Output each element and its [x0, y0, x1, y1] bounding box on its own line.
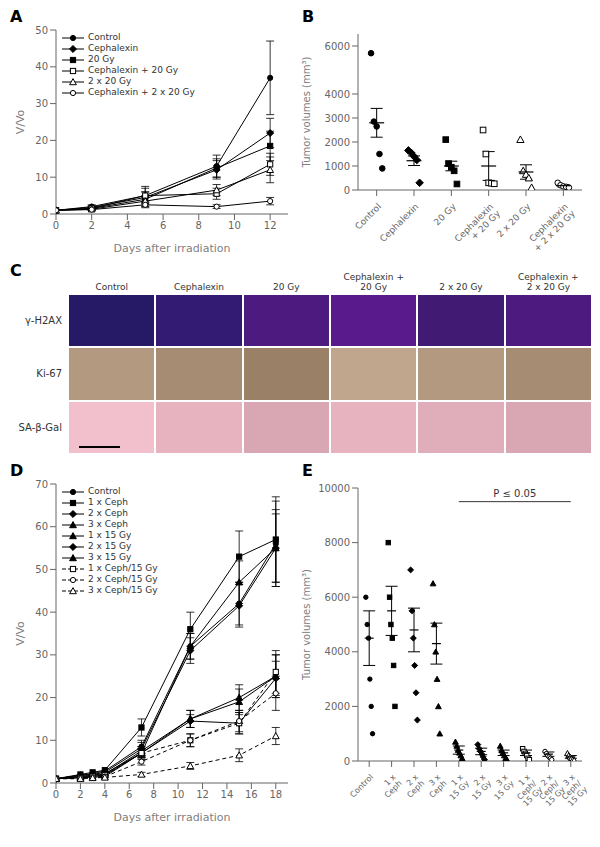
svg-text:Tumor volumes (mm³): Tumor volumes (mm³): [301, 569, 312, 681]
html-text:20 Gy: 20 Gy: [88, 54, 115, 64]
svg-text:3 xCeph/15 Gy: 3 xCeph/15 Gy: [554, 772, 590, 808]
html-text:1 x Ceph/15 Gy: 1 x Ceph/15 Gy: [88, 563, 158, 573]
svg-text:Cephalexin: Cephalexin: [378, 201, 421, 244]
svg-text:0: 0: [42, 209, 48, 220]
svg-text:2 xCeph/15 Gy: 2 xCeph/15 Gy: [531, 772, 567, 808]
svg-text:0: 0: [344, 185, 350, 196]
html-text:1 x Ceph: 1 x Ceph: [88, 497, 128, 507]
html-text:Cephalexin + 20 Gy: Cephalexin + 20 Gy: [343, 272, 404, 292]
html-text:E: E: [302, 461, 313, 480]
svg-text:1000: 1000: [325, 161, 350, 172]
svg-text:70: 70: [35, 479, 48, 490]
svg-text:50: 50: [35, 564, 48, 575]
html-text:D: D: [10, 461, 24, 480]
svg-text:30: 30: [35, 98, 48, 109]
svg-text:2 xCeph: 2 xCeph: [399, 772, 426, 799]
html-text:20 Gy: 20 Gy: [273, 282, 300, 292]
html-text:Control: Control: [88, 486, 121, 496]
svg-text:8000: 8000: [325, 537, 350, 548]
svg-text:40: 40: [35, 607, 48, 618]
svg-text:1 x15 Gy: 1 x15 Gy: [442, 772, 472, 802]
svg-text:4000: 4000: [325, 89, 350, 100]
svg-text:V/Vo: V/Vo: [14, 621, 27, 646]
html-text:Ki-67: Ki-67: [36, 368, 62, 380]
svg-text:2 x15 Gy: 2 x15 Gy: [464, 772, 494, 802]
svg-text:20: 20: [35, 135, 48, 146]
svg-text:Cephalexin+ 2 x 20 Gy: Cephalexin+ 2 x 20 Gy: [525, 201, 578, 254]
svg-text:0: 0: [42, 778, 48, 789]
svg-text:0: 0: [53, 220, 59, 231]
svg-text:10: 10: [35, 172, 48, 183]
svg-text:Days after irradiation: Days after irradiation: [114, 242, 231, 255]
svg-text:4: 4: [102, 789, 108, 800]
svg-text:Control: Control: [348, 773, 375, 800]
svg-text:0: 0: [53, 789, 59, 800]
svg-text:8: 8: [196, 220, 202, 231]
html-text:2 x 20 Gy: 2 x 20 Gy: [88, 76, 132, 86]
svg-text:14: 14: [221, 789, 234, 800]
svg-text:0: 0: [344, 756, 350, 767]
svg-text:10: 10: [35, 735, 48, 746]
html-text:2 x 20 Gy: 2 x 20 Gy: [439, 282, 483, 292]
html-text:C: C: [10, 261, 22, 280]
svg-text:10: 10: [228, 220, 241, 231]
html-text:Cephalexin + 2 x 20 Gy: Cephalexin + 2 x 20 Gy: [88, 87, 195, 97]
svg-text:P ≤ 0.05: P ≤ 0.05: [493, 488, 536, 499]
svg-text:12: 12: [196, 789, 209, 800]
html-text:γ-H2AX: γ-H2AX: [24, 315, 62, 327]
svg-text:V/Vo: V/Vo: [14, 109, 27, 134]
html-text:Cephalexin: Cephalexin: [88, 43, 139, 53]
svg-text:1 xCeph/15 Gy: 1 xCeph/15 Gy: [509, 772, 545, 808]
svg-text:2000: 2000: [325, 137, 350, 148]
svg-text:20: 20: [35, 692, 48, 703]
html-text:B: B: [302, 7, 315, 26]
html-text:Cephalexin + 2 x 20 Gy: Cephalexin + 2 x 20 Gy: [518, 272, 579, 292]
svg-text:6: 6: [160, 220, 166, 231]
html-text:3 x 15 Gy: 3 x 15 Gy: [88, 552, 132, 562]
html-text:3 x Ceph: 3 x Ceph: [88, 519, 128, 529]
svg-text:4: 4: [124, 220, 130, 231]
svg-text:10: 10: [172, 789, 185, 800]
svg-text:6000: 6000: [325, 41, 350, 52]
html-text:Control: Control: [88, 32, 121, 42]
svg-text:6000: 6000: [325, 592, 350, 603]
html-text:Cephalexin + 20 Gy: Cephalexin + 20 Gy: [88, 65, 178, 75]
svg-text:Cephalexin+ 20 Gy: Cephalexin+ 20 Gy: [453, 201, 503, 251]
svg-text:2: 2: [77, 789, 83, 800]
html-text:Cephalexin: Cephalexin: [173, 282, 225, 292]
html-text:Control: Control: [95, 282, 128, 292]
svg-text:18: 18: [269, 789, 282, 800]
svg-text:1 xCeph: 1 xCeph: [377, 772, 404, 799]
svg-text:20 Gy: 20 Gy: [432, 201, 458, 227]
svg-text:3 xCeph: 3 xCeph: [421, 772, 448, 799]
svg-text:2000: 2000: [325, 701, 350, 712]
svg-text:60: 60: [35, 521, 48, 532]
svg-text:8: 8: [150, 789, 156, 800]
svg-text:3 x15 Gy: 3 x15 Gy: [486, 772, 516, 802]
svg-text:10000: 10000: [318, 483, 350, 494]
svg-text:50: 50: [35, 25, 48, 36]
svg-text:3000: 3000: [325, 113, 350, 124]
svg-text:30: 30: [35, 649, 48, 660]
html-text:A: A: [10, 7, 23, 26]
svg-text:Control: Control: [353, 201, 383, 231]
svg-text:16: 16: [245, 789, 258, 800]
html-text:1 x 15 Gy: 1 x 15 Gy: [88, 530, 132, 540]
svg-text:40: 40: [35, 61, 48, 72]
html-text:2 x Ceph/15 Gy: 2 x Ceph/15 Gy: [88, 574, 158, 584]
svg-text:4000: 4000: [325, 646, 350, 657]
svg-text:2: 2: [89, 220, 95, 231]
html-text:2 x 15 Gy: 2 x 15 Gy: [88, 541, 132, 551]
html-text:SA-β-Gal: SA-β-Gal: [18, 421, 62, 433]
html-text:3 x Ceph/15 Gy: 3 x Ceph/15 Gy: [88, 585, 158, 595]
svg-text:12: 12: [264, 220, 277, 231]
svg-text:Tumor volumes (mm³): Tumor volumes (mm³): [301, 57, 312, 169]
svg-text:6: 6: [126, 789, 132, 800]
svg-text:2 x 20 Gy: 2 x 20 Gy: [495, 201, 533, 239]
html-text:2 x Ceph: 2 x Ceph: [88, 508, 128, 518]
svg-text:Days after irradiation: Days after irradiation: [114, 811, 231, 824]
